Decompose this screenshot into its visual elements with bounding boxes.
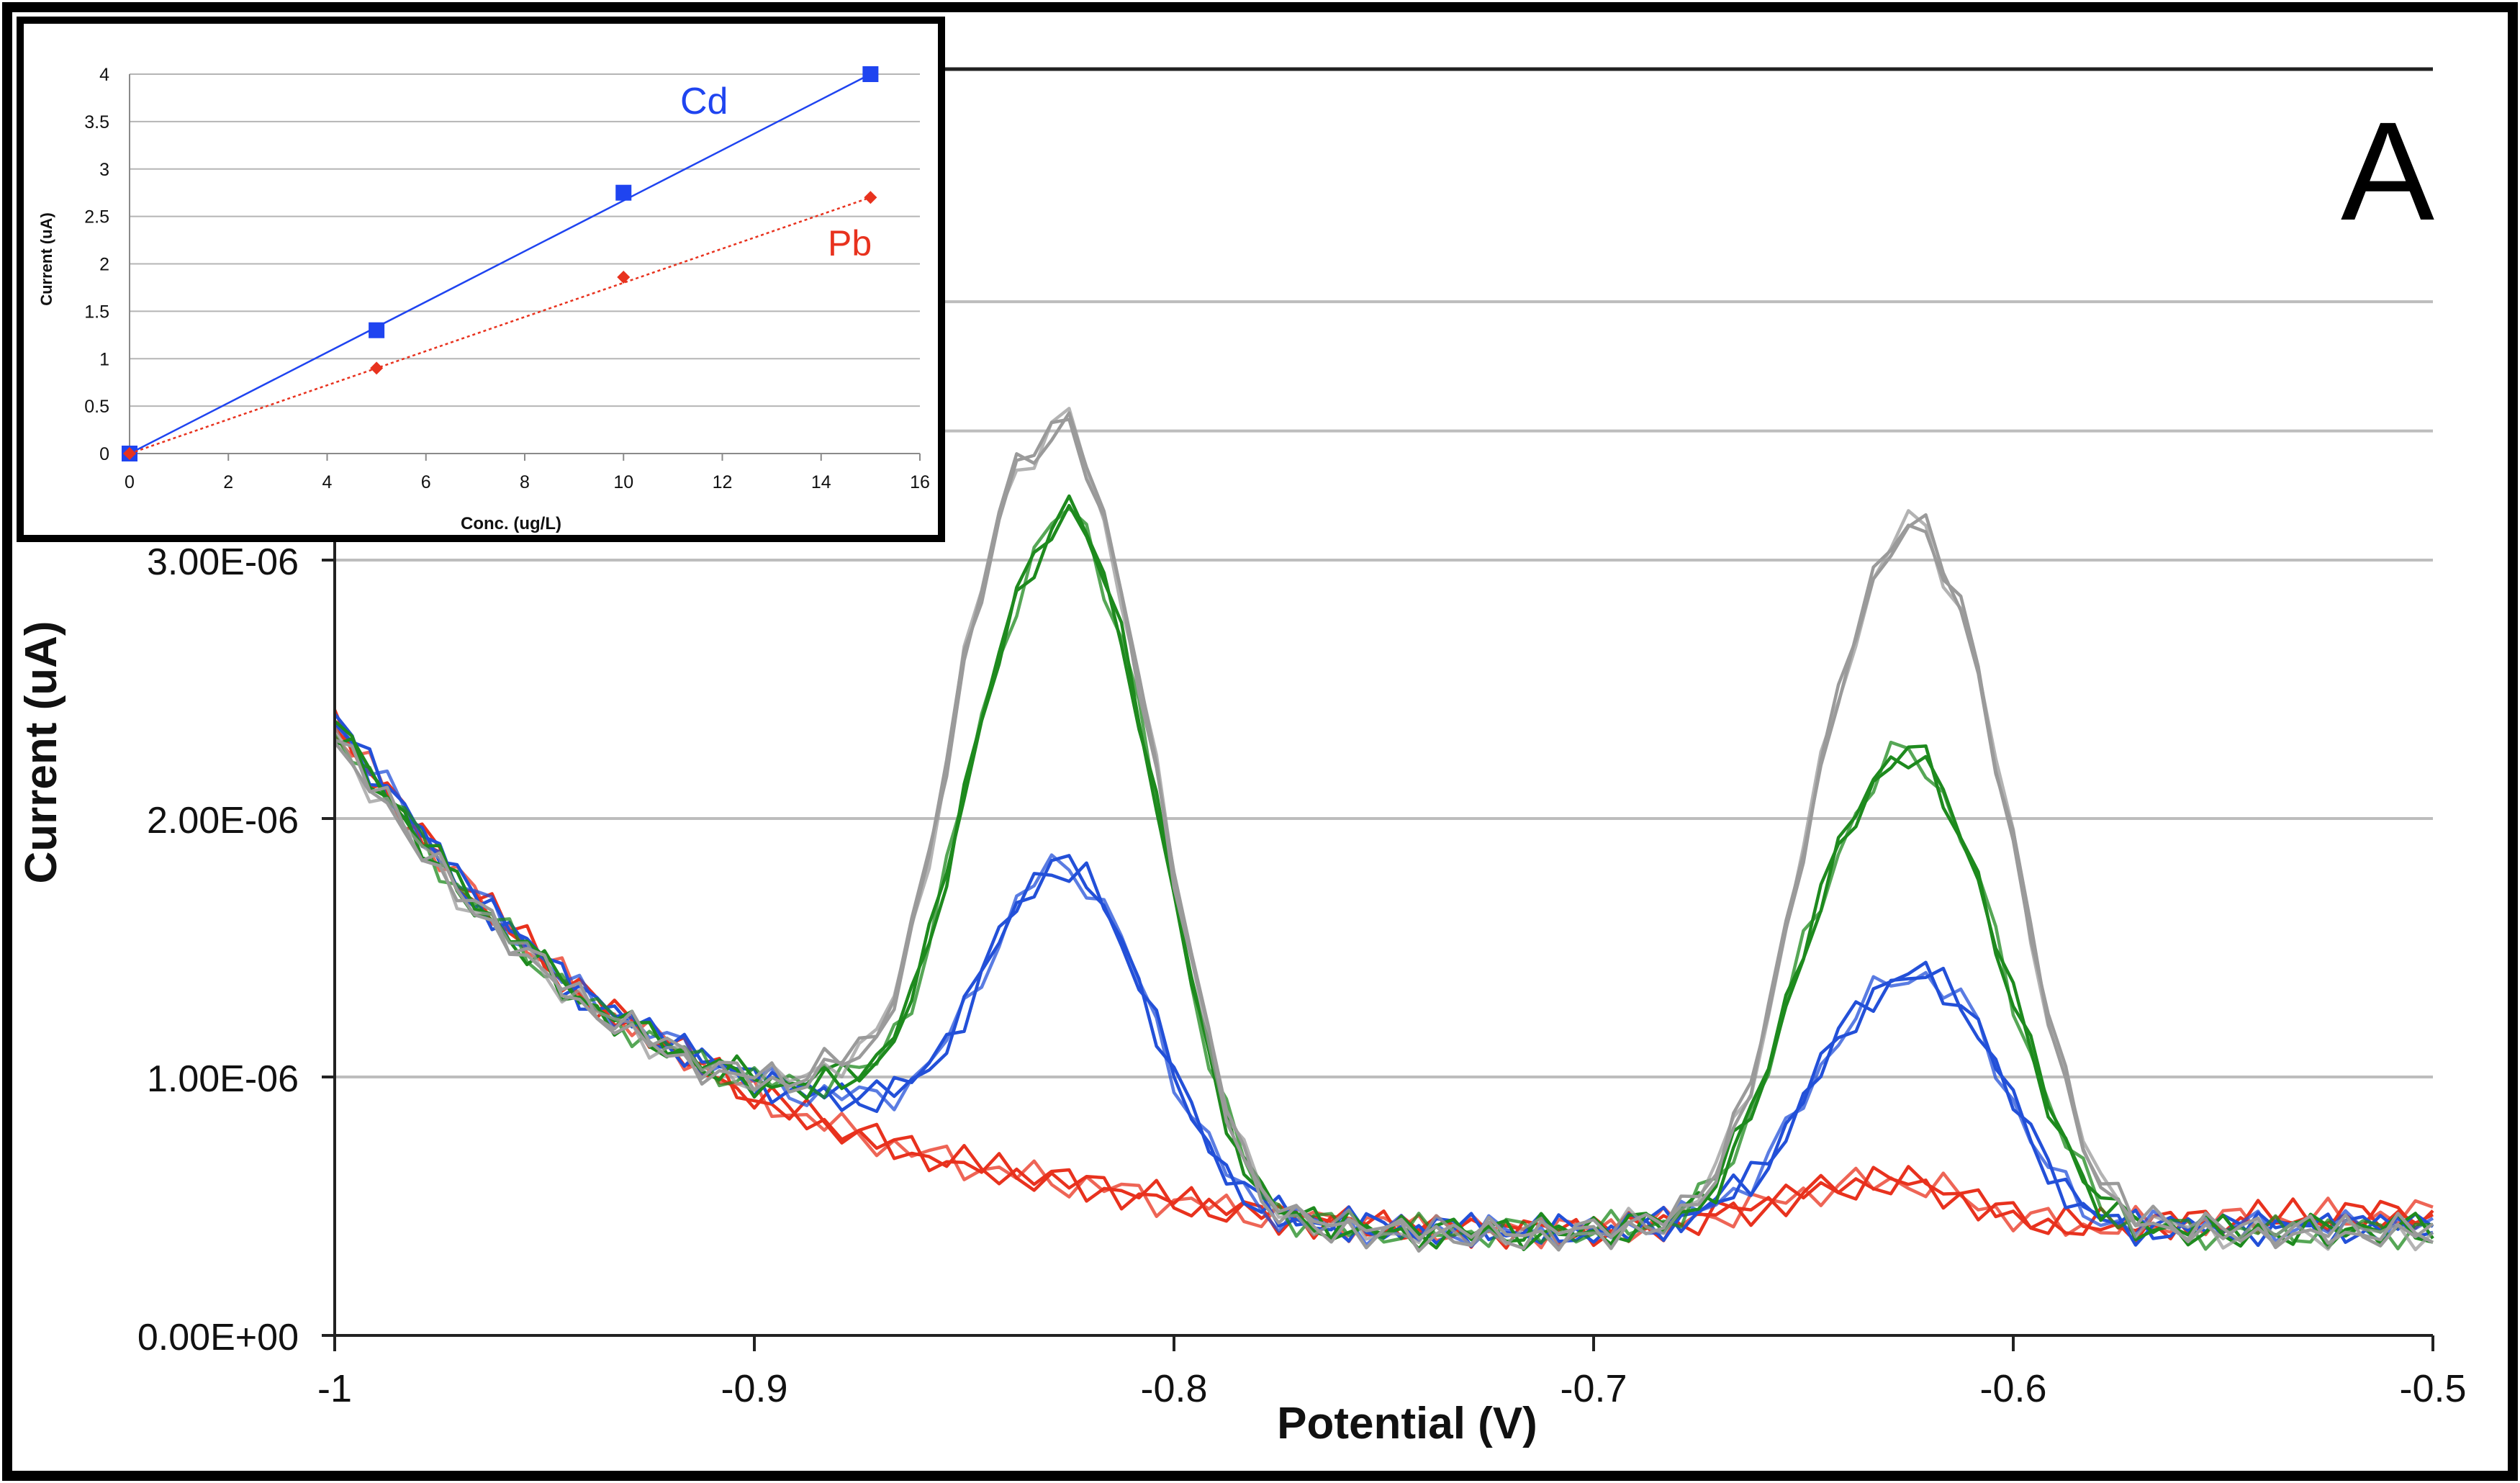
inset-point-pb — [123, 447, 136, 460]
inset-y-tick-labels: 0 0.5 1 1.5 2 2.5 3 3.5 4 — [84, 65, 109, 464]
main-series-layer — [333, 407, 2434, 1253]
inset-y-tick-label: 2.5 — [84, 207, 109, 227]
inset-x-tick-label: 16 — [910, 472, 930, 492]
inset-y-tick-label: 3.5 — [84, 112, 109, 132]
inset-y-tick-label: 1.5 — [84, 302, 109, 322]
inset-x-tick-label: 0 — [125, 472, 135, 492]
main-x-tick-label: -0.5 — [2399, 1367, 2466, 1410]
main-x-tick-labels: -1 -0.9 -0.8 -0.7 -0.6 -0.5 — [317, 1367, 2467, 1410]
inset-y-tick-label: 3 — [99, 160, 109, 180]
inset-y-axis-title: Current (uA) — [37, 212, 55, 306]
inset-x-tick-label: 6 — [421, 472, 431, 492]
inset-trendline-pb — [129, 197, 871, 455]
inset-point-pb — [617, 270, 631, 284]
series-line-5-ug-l-rep2 — [333, 721, 2434, 1248]
main-y-axis-title: Current (uA) — [17, 621, 66, 883]
main-y-tick-label: 2.00E-06 — [147, 800, 299, 842]
main-x-tick-label: -0.6 — [1979, 1367, 2046, 1410]
main-x-axis-title: Potential (V) — [1277, 1399, 1537, 1448]
inset-x-tick-labels: 0 2 4 6 8 10 12 14 16 — [125, 472, 930, 492]
main-y-tick-label: 1.00E-06 — [147, 1058, 299, 1100]
inset-y-tick-label: 1 — [99, 349, 109, 369]
inset-x-tick-label: 10 — [613, 472, 633, 492]
inset-point-pb — [370, 361, 384, 375]
main-y-tick-label: 0.00E+00 — [137, 1317, 299, 1358]
inset-y-tick-label: 2 — [99, 255, 109, 275]
inset-trendline-cd — [129, 73, 871, 455]
main-y-tick-label: 3.00E-06 — [147, 541, 299, 583]
main-x-tick-label: -0.8 — [1140, 1367, 1207, 1410]
inset-chart: 0 0.5 1 1.5 2 2.5 3 3.5 4 0 2 4 6 8 10 12 14 16 Conc. (u… — [17, 17, 945, 542]
inset-point-cd — [369, 322, 385, 338]
series-line-15-ug-l-rep3 — [333, 407, 2434, 1252]
inset-y-tick-label: 0.5 — [84, 397, 109, 417]
main-x-tick-label: -1 — [317, 1367, 352, 1410]
inset-point-pb — [864, 191, 877, 204]
inset-x-axis-title: Conc. (ug/L) — [461, 514, 561, 533]
inset-x-tick-label: 8 — [520, 472, 530, 492]
inset-point-cd — [615, 184, 632, 201]
inset-axes — [129, 74, 921, 461]
inset-y-tick-label: 0 — [99, 444, 109, 464]
inset-x-tick-label: 4 — [322, 472, 333, 492]
inset-x-tick-label: 12 — [713, 472, 733, 492]
inset-y-tick-label: 4 — [99, 65, 109, 85]
inset-x-tick-label: 14 — [811, 472, 831, 492]
inset-frame — [17, 17, 945, 542]
inset-legend-cd: Cd — [680, 81, 728, 122]
inset-series-layer — [122, 66, 879, 461]
main-x-tick-label: -0.7 — [1560, 1367, 1627, 1410]
main-y-tick-labels: 0.00E+00 1.00E-06 2.00E-06 3.00E-06 — [137, 541, 299, 1358]
series-line-0-ug-l-blank--rep3 — [333, 735, 2434, 1250]
main-x-tick-label: -0.9 — [721, 1367, 787, 1410]
inset-point-cd — [862, 66, 879, 82]
inset-x-tick-label: 2 — [223, 472, 233, 492]
panel-label: A — [2341, 93, 2434, 250]
inset-legend-pb: Pb — [828, 223, 872, 263]
